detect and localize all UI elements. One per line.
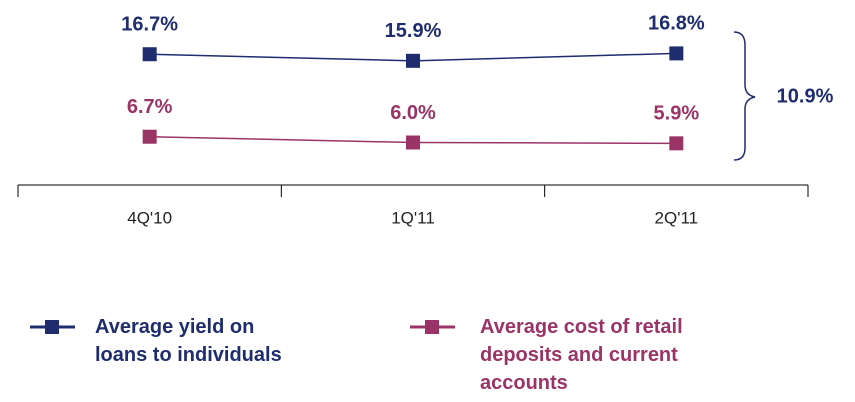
data-label: 6.0%: [390, 102, 436, 124]
data-label: 16.7%: [121, 14, 178, 36]
legend-marker: [45, 320, 59, 334]
x-tick-label: 4Q'10: [127, 208, 172, 227]
marker: [142, 47, 157, 62]
marker: [669, 136, 684, 151]
data-label: 15.9%: [385, 20, 442, 42]
marker: [142, 129, 157, 144]
bracket: [733, 31, 756, 161]
marker: [406, 53, 420, 68]
legend-label: Average yield on loans to individuals: [95, 316, 282, 366]
marker: [669, 46, 684, 61]
x-tick-label: 2Q'11: [655, 208, 699, 227]
x-tick-label: 1Q'11: [391, 208, 435, 227]
data-label: 16.8%: [648, 13, 705, 35]
data-label: 6.7%: [127, 96, 173, 118]
annotation: 10.9%: [777, 85, 834, 107]
data-label: 5.9%: [654, 103, 700, 125]
legend-label: Average cost of retail deposits and curr…: [480, 316, 683, 394]
marker: [406, 135, 420, 150]
legend-marker: [425, 320, 439, 334]
